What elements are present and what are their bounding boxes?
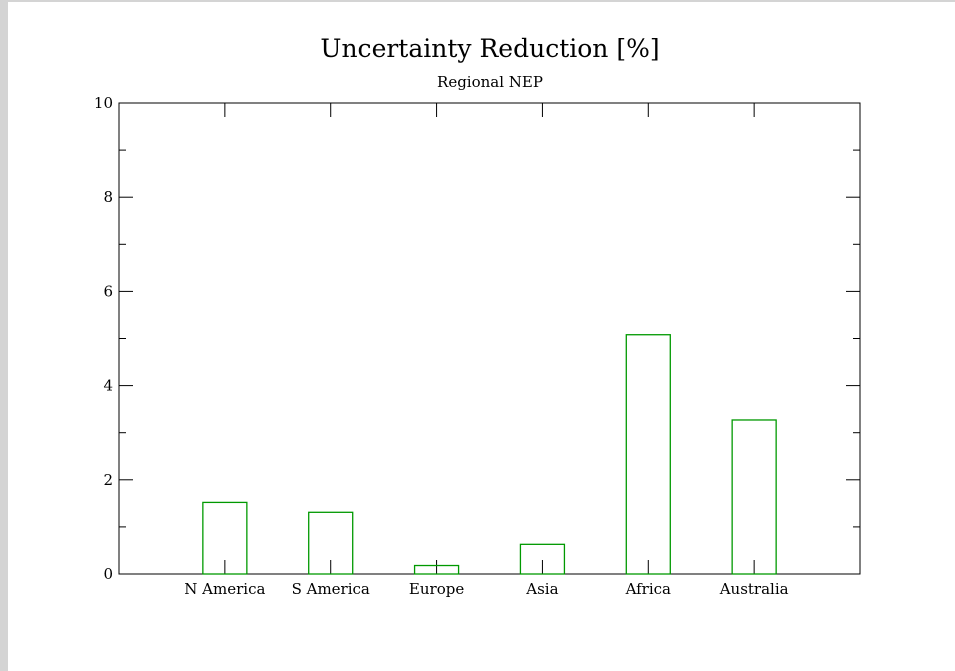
x-tick-label: N America bbox=[184, 580, 265, 598]
tick-labels: 0 2 4 6 8 10 N America S America Europe Asia Afric… bbox=[94, 94, 789, 598]
y-tick-label: 0 bbox=[103, 565, 113, 583]
bars bbox=[202, 334, 777, 575]
bar-n-america bbox=[202, 501, 248, 575]
window-frame-left bbox=[0, 0, 8, 671]
axis-ticks bbox=[119, 103, 860, 574]
y-tick-label: 2 bbox=[103, 471, 113, 489]
plot-area-frame bbox=[118, 102, 861, 575]
window-frame-top bbox=[0, 0, 955, 2]
bar-s-america bbox=[308, 511, 354, 575]
y-tick-label: 8 bbox=[103, 188, 113, 206]
y-tick-label: 6 bbox=[103, 282, 113, 300]
y-tick-label: 10 bbox=[94, 94, 113, 112]
bar-europe bbox=[413, 564, 460, 575]
chart-subtitle: Regional NEP bbox=[437, 73, 543, 91]
bar-africa bbox=[625, 334, 671, 575]
x-tick-label: S America bbox=[292, 580, 370, 598]
bar-asia bbox=[519, 543, 566, 575]
x-tick-label: Australia bbox=[719, 580, 789, 598]
bar-australia bbox=[731, 419, 777, 575]
y-tick-label: 4 bbox=[103, 377, 113, 395]
x-tick-label: Asia bbox=[525, 580, 558, 598]
x-tick-label: Europe bbox=[409, 580, 464, 598]
chart-title: Uncertainty Reduction [%] bbox=[320, 34, 659, 63]
x-tick-label: Africa bbox=[625, 580, 671, 598]
